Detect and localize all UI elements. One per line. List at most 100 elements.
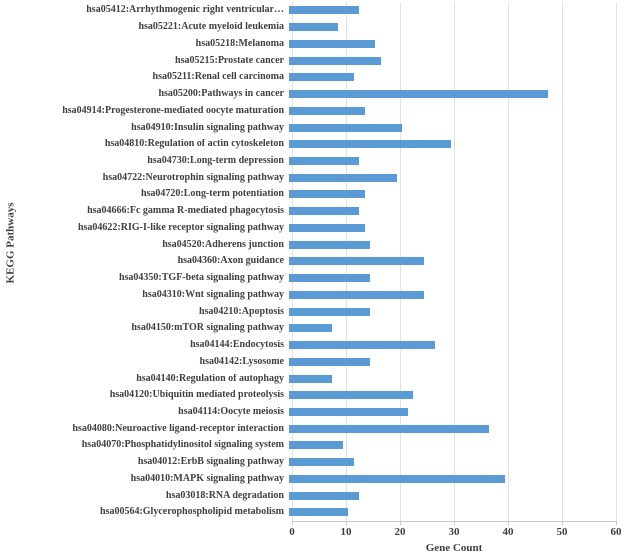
chart-row: hsa05215:Prostate cancer: [0, 52, 626, 69]
bar: [289, 39, 376, 48]
bar-track: [289, 240, 613, 249]
bar: [289, 73, 354, 82]
chart-row: hsa04520:Adherens junction: [0, 236, 626, 253]
chart-row: hsa04140:Regulation of autophagy: [0, 370, 626, 387]
x-axis-tick-label: 10: [340, 526, 352, 538]
category-label: hsa04142:Lysosome: [199, 356, 284, 367]
category-label: hsa04622:RIG-I-like receptor signaling p…: [77, 222, 284, 233]
bar-track: [289, 190, 613, 199]
chart-row: hsa05200:Pathways in cancer: [0, 86, 626, 103]
bar: [289, 173, 397, 182]
bar-track: [289, 458, 613, 467]
category-label: hsa04722:Neurotrophin signaling pathway: [102, 172, 284, 183]
category-label: hsa04114:Oocyte meiosis: [178, 406, 284, 417]
chart-row: hsa05211:Renal cell carcinoma: [0, 69, 626, 86]
category-label: hsa04150:mTOR signaling pathway: [131, 323, 284, 334]
bar: [289, 156, 360, 165]
bar: [289, 190, 365, 199]
bar: [289, 424, 489, 433]
x-axis-tickmark: [400, 521, 401, 525]
chart-row: hsa03018:RNA degradation: [0, 487, 626, 504]
chart-row: hsa04622:RIG-I-like receptor signaling p…: [0, 220, 626, 237]
chart-row: hsa05412:Arrhythmogenic right ventricula…: [0, 2, 626, 19]
category-label: hsa04070:Phosphatidylinositol signaling …: [81, 440, 284, 451]
bar: [289, 274, 370, 283]
plot-rows: hsa05412:Arrhythmogenic right ventricula…: [0, 2, 626, 521]
x-axis-tickmark: [616, 521, 617, 525]
bar: [289, 240, 370, 249]
chart-row: hsa04722:Neurotrophin signaling pathway: [0, 169, 626, 186]
chart-row: hsa04350:TGF-beta signaling pathway: [0, 270, 626, 287]
category-label: hsa04360:Axon guidance: [177, 256, 284, 267]
chart-row: hsa00564:Glycerophospholipid metabolism: [0, 504, 626, 521]
bar-track: [289, 407, 613, 416]
bar: [289, 90, 549, 99]
bar: [289, 407, 408, 416]
category-label: hsa04666:Fc gamma R-mediated phagocytosi…: [87, 206, 284, 217]
bar: [289, 140, 451, 149]
bar-track: [289, 307, 613, 316]
bar-track: [289, 73, 613, 82]
category-label: hsa04310:Wnt signaling pathway: [142, 289, 284, 300]
chart-row: hsa04720:Long-term potentiation: [0, 186, 626, 203]
bar: [289, 508, 349, 517]
bar: [289, 307, 370, 316]
bar-track: [289, 123, 613, 132]
chart-row: hsa04012:ErbB signaling pathway: [0, 454, 626, 471]
chart-row: hsa05221:Acute myeloid leukemia: [0, 19, 626, 36]
x-axis-title: Gene Count: [425, 542, 483, 554]
x-axis-tick-label: 0: [289, 526, 295, 538]
chart-row: hsa04810:Regulation of actin cytoskeleto…: [0, 136, 626, 153]
chart-row: hsa04910:Insulin signaling pathway: [0, 119, 626, 136]
category-label: hsa04720:Long-term potentiation: [140, 189, 284, 200]
bar-track: [289, 491, 613, 500]
x-axis-tickmark: [346, 521, 347, 525]
bar-track: [289, 257, 613, 266]
bar: [289, 123, 403, 132]
chart-row: hsa04142:Lysosome: [0, 353, 626, 370]
bar: [289, 374, 333, 383]
category-label: hsa05200:Pathways in cancer: [158, 89, 284, 100]
bar-track: [289, 474, 613, 483]
gridline: [616, 2, 617, 522]
chart-row: hsa04144:Endocytosis: [0, 337, 626, 354]
chart-row: hsa05218:Melanoma: [0, 35, 626, 52]
bar: [289, 324, 333, 333]
bar-track: [289, 441, 613, 450]
category-label: hsa04914:Progesterone-mediated oocyte ma…: [62, 105, 284, 116]
bar: [289, 391, 414, 400]
bar: [289, 491, 360, 500]
bar-track: [289, 324, 613, 333]
gridline: [454, 2, 455, 522]
bar: [289, 6, 360, 15]
chart-row: hsa04310:Wnt signaling pathway: [0, 286, 626, 303]
bar-track: [289, 508, 613, 517]
bar-track: [289, 424, 613, 433]
chart-row: hsa04010:MAPK signaling pathway: [0, 471, 626, 488]
bar: [289, 441, 343, 450]
bar-track: [289, 207, 613, 216]
bar-track: [289, 391, 613, 400]
chart-row: hsa04120:Ubiquitin mediated proteolysis: [0, 387, 626, 404]
bar: [289, 223, 365, 232]
bar-track: [289, 173, 613, 182]
bar-track: [289, 341, 613, 350]
bar-track: [289, 6, 613, 15]
bar: [289, 207, 360, 216]
bar: [289, 458, 354, 467]
chart-row: hsa04914:Progesterone-mediated oocyte ma…: [0, 102, 626, 119]
chart-row: hsa04080:Neuroactive ligand-receptor int…: [0, 420, 626, 437]
bar: [289, 23, 338, 32]
bar-track: [289, 39, 613, 48]
x-axis-tick-label: 40: [502, 526, 514, 538]
bar: [289, 341, 435, 350]
bar: [289, 474, 505, 483]
category-label: hsa05218:Melanoma: [195, 38, 284, 49]
bar-track: [289, 374, 613, 383]
x-axis-tick-label: 60: [610, 526, 622, 538]
category-label: hsa04810:Regulation of actin cytoskeleto…: [104, 139, 284, 150]
category-label: hsa04012:ErbB signaling pathway: [137, 457, 284, 468]
x-axis-tickmark: [454, 521, 455, 525]
category-label: hsa00564:Glycerophospholipid metabolism: [99, 507, 284, 518]
